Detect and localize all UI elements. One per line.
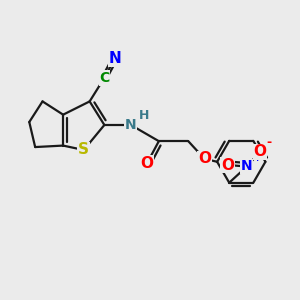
Text: O: O: [141, 156, 154, 171]
Text: -: -: [267, 136, 272, 149]
Text: O: O: [254, 144, 267, 159]
Text: N: N: [241, 160, 253, 173]
Text: +: +: [253, 153, 262, 163]
Text: N: N: [125, 118, 137, 132]
Text: H: H: [139, 109, 149, 122]
Text: S: S: [78, 142, 89, 158]
Text: C: C: [99, 71, 110, 85]
Text: N: N: [108, 51, 121, 66]
Text: O: O: [198, 151, 211, 166]
Text: O: O: [221, 158, 234, 172]
